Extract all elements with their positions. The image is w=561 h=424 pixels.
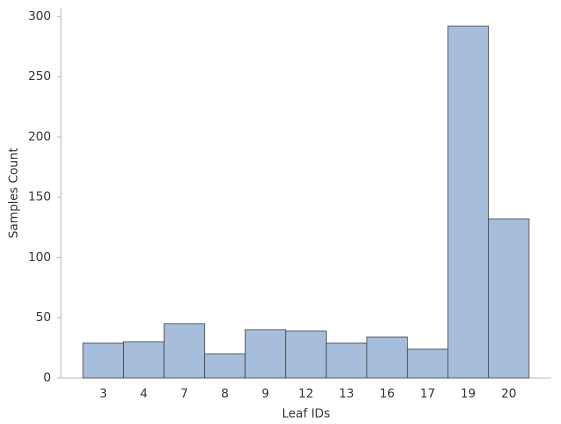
bar	[82, 342, 124, 379]
x-tick-label: 16	[379, 387, 394, 401]
x-tick-label: 9	[262, 387, 270, 401]
x-tick-label: 7	[181, 387, 189, 401]
x-tick-label: 4	[140, 387, 148, 401]
y-tick-label: 250	[28, 69, 51, 83]
y-tick-label: 150	[28, 190, 51, 204]
x-tick-label: 19	[461, 387, 476, 401]
bar	[244, 329, 287, 379]
y-axis-label: Samples Count	[7, 147, 21, 238]
bar	[447, 25, 489, 379]
bar	[325, 342, 368, 379]
bar	[488, 218, 530, 379]
x-tick-label: 12	[298, 387, 313, 401]
x-tick-label: 8	[221, 387, 229, 401]
x-axis-label: Leaf IDs	[282, 407, 330, 421]
y-tick-label: 300	[28, 9, 51, 23]
bar	[204, 353, 246, 379]
bar	[123, 341, 165, 379]
bar	[366, 336, 408, 379]
bar	[163, 323, 206, 379]
x-tick-label: 20	[501, 387, 516, 401]
y-tick-label: 50	[36, 310, 51, 324]
x-tick-label: 17	[420, 387, 435, 401]
x-tick-label: 13	[339, 387, 354, 401]
bar	[285, 330, 327, 379]
y-tick-label: 100	[28, 250, 51, 264]
y-tick-label: 200	[28, 129, 51, 143]
x-tick-label: 3	[99, 387, 107, 401]
bar	[406, 348, 449, 379]
y-tick-label: 0	[43, 371, 51, 385]
